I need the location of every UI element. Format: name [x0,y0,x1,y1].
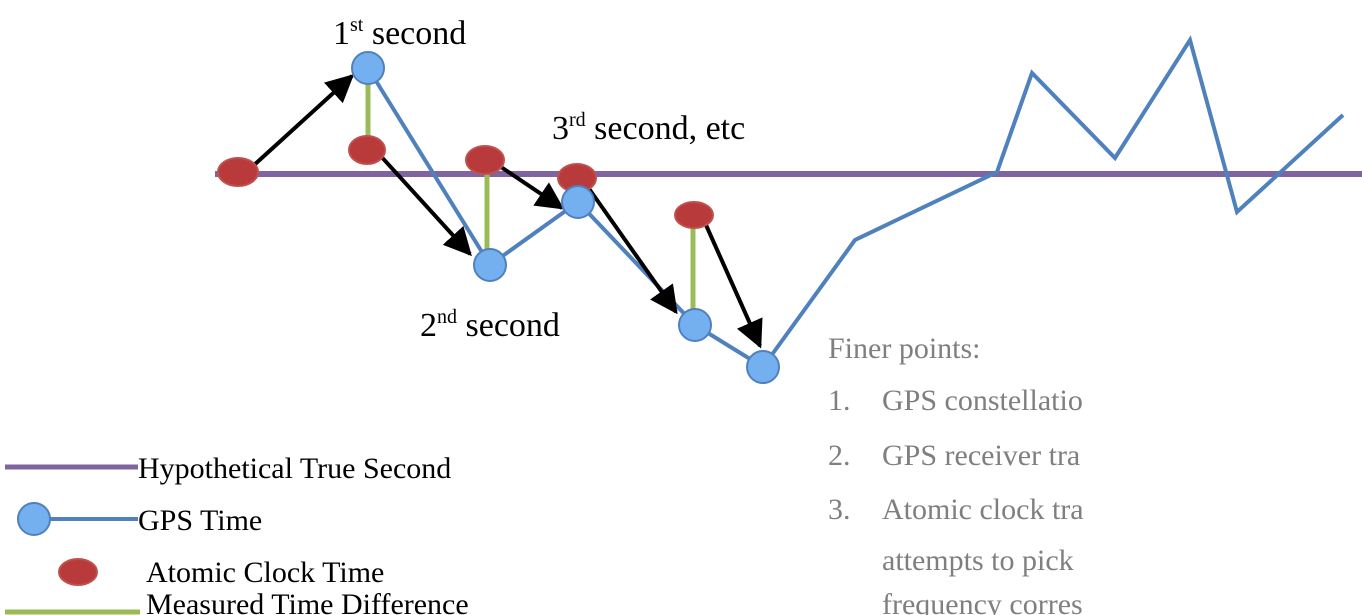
notes-item-text: GPS constellatio [882,384,1083,417]
label-third-second: 3rd second, etc [552,109,745,147]
atomic-clock-point [217,157,259,187]
notes-item-number: 1. [828,384,851,417]
gps-time-point [473,248,507,282]
notes-continuation: attempts to pick [882,544,1074,577]
step-arrow [704,224,763,349]
label-second-second: 2nd second [420,306,560,344]
notes-continuation: frequency corres [882,588,1083,615]
legend: Hypothetical True Second GPS Time Atomic… [5,452,469,615]
legend-atomic-label: Atomic Clock Time [146,556,384,589]
notes-item-text: GPS receiver tra [882,439,1080,472]
step-arrow [376,151,472,257]
notes-item-number: 2. [828,439,851,472]
step-arrow [251,74,355,168]
finer-points-notes: Finer points: 1. GPS constellatio 2. GPS… [828,332,1084,615]
atomic-clock-point [465,145,505,175]
legend-difference-label: Measured Time Difference [146,588,469,615]
atomic-clock-point [348,135,386,165]
notes-title: Finer points: [828,332,981,365]
gps-time-point [351,51,385,85]
legend-gps-label: GPS Time [138,504,262,537]
legend-atomic-swatch [58,558,98,586]
step-arrow [583,181,678,315]
step-arrows [251,74,763,349]
legend-gps-swatch-point [17,502,51,536]
atomic-clock-points [217,135,714,229]
legend-true-second-label: Hypothetical True Second [138,452,451,485]
gps-time-point [746,350,780,384]
gps-time-point [678,308,712,342]
gps-time-points [351,51,780,384]
gps-time-point [561,185,595,219]
atomic-clock-point [674,201,714,229]
gps-time-line [366,35,1345,370]
notes-item-number: 3. [828,493,851,526]
step-arrow [496,163,565,210]
notes-item-text: Atomic clock tra [882,493,1084,526]
label-first-second: 1st second [333,14,466,52]
